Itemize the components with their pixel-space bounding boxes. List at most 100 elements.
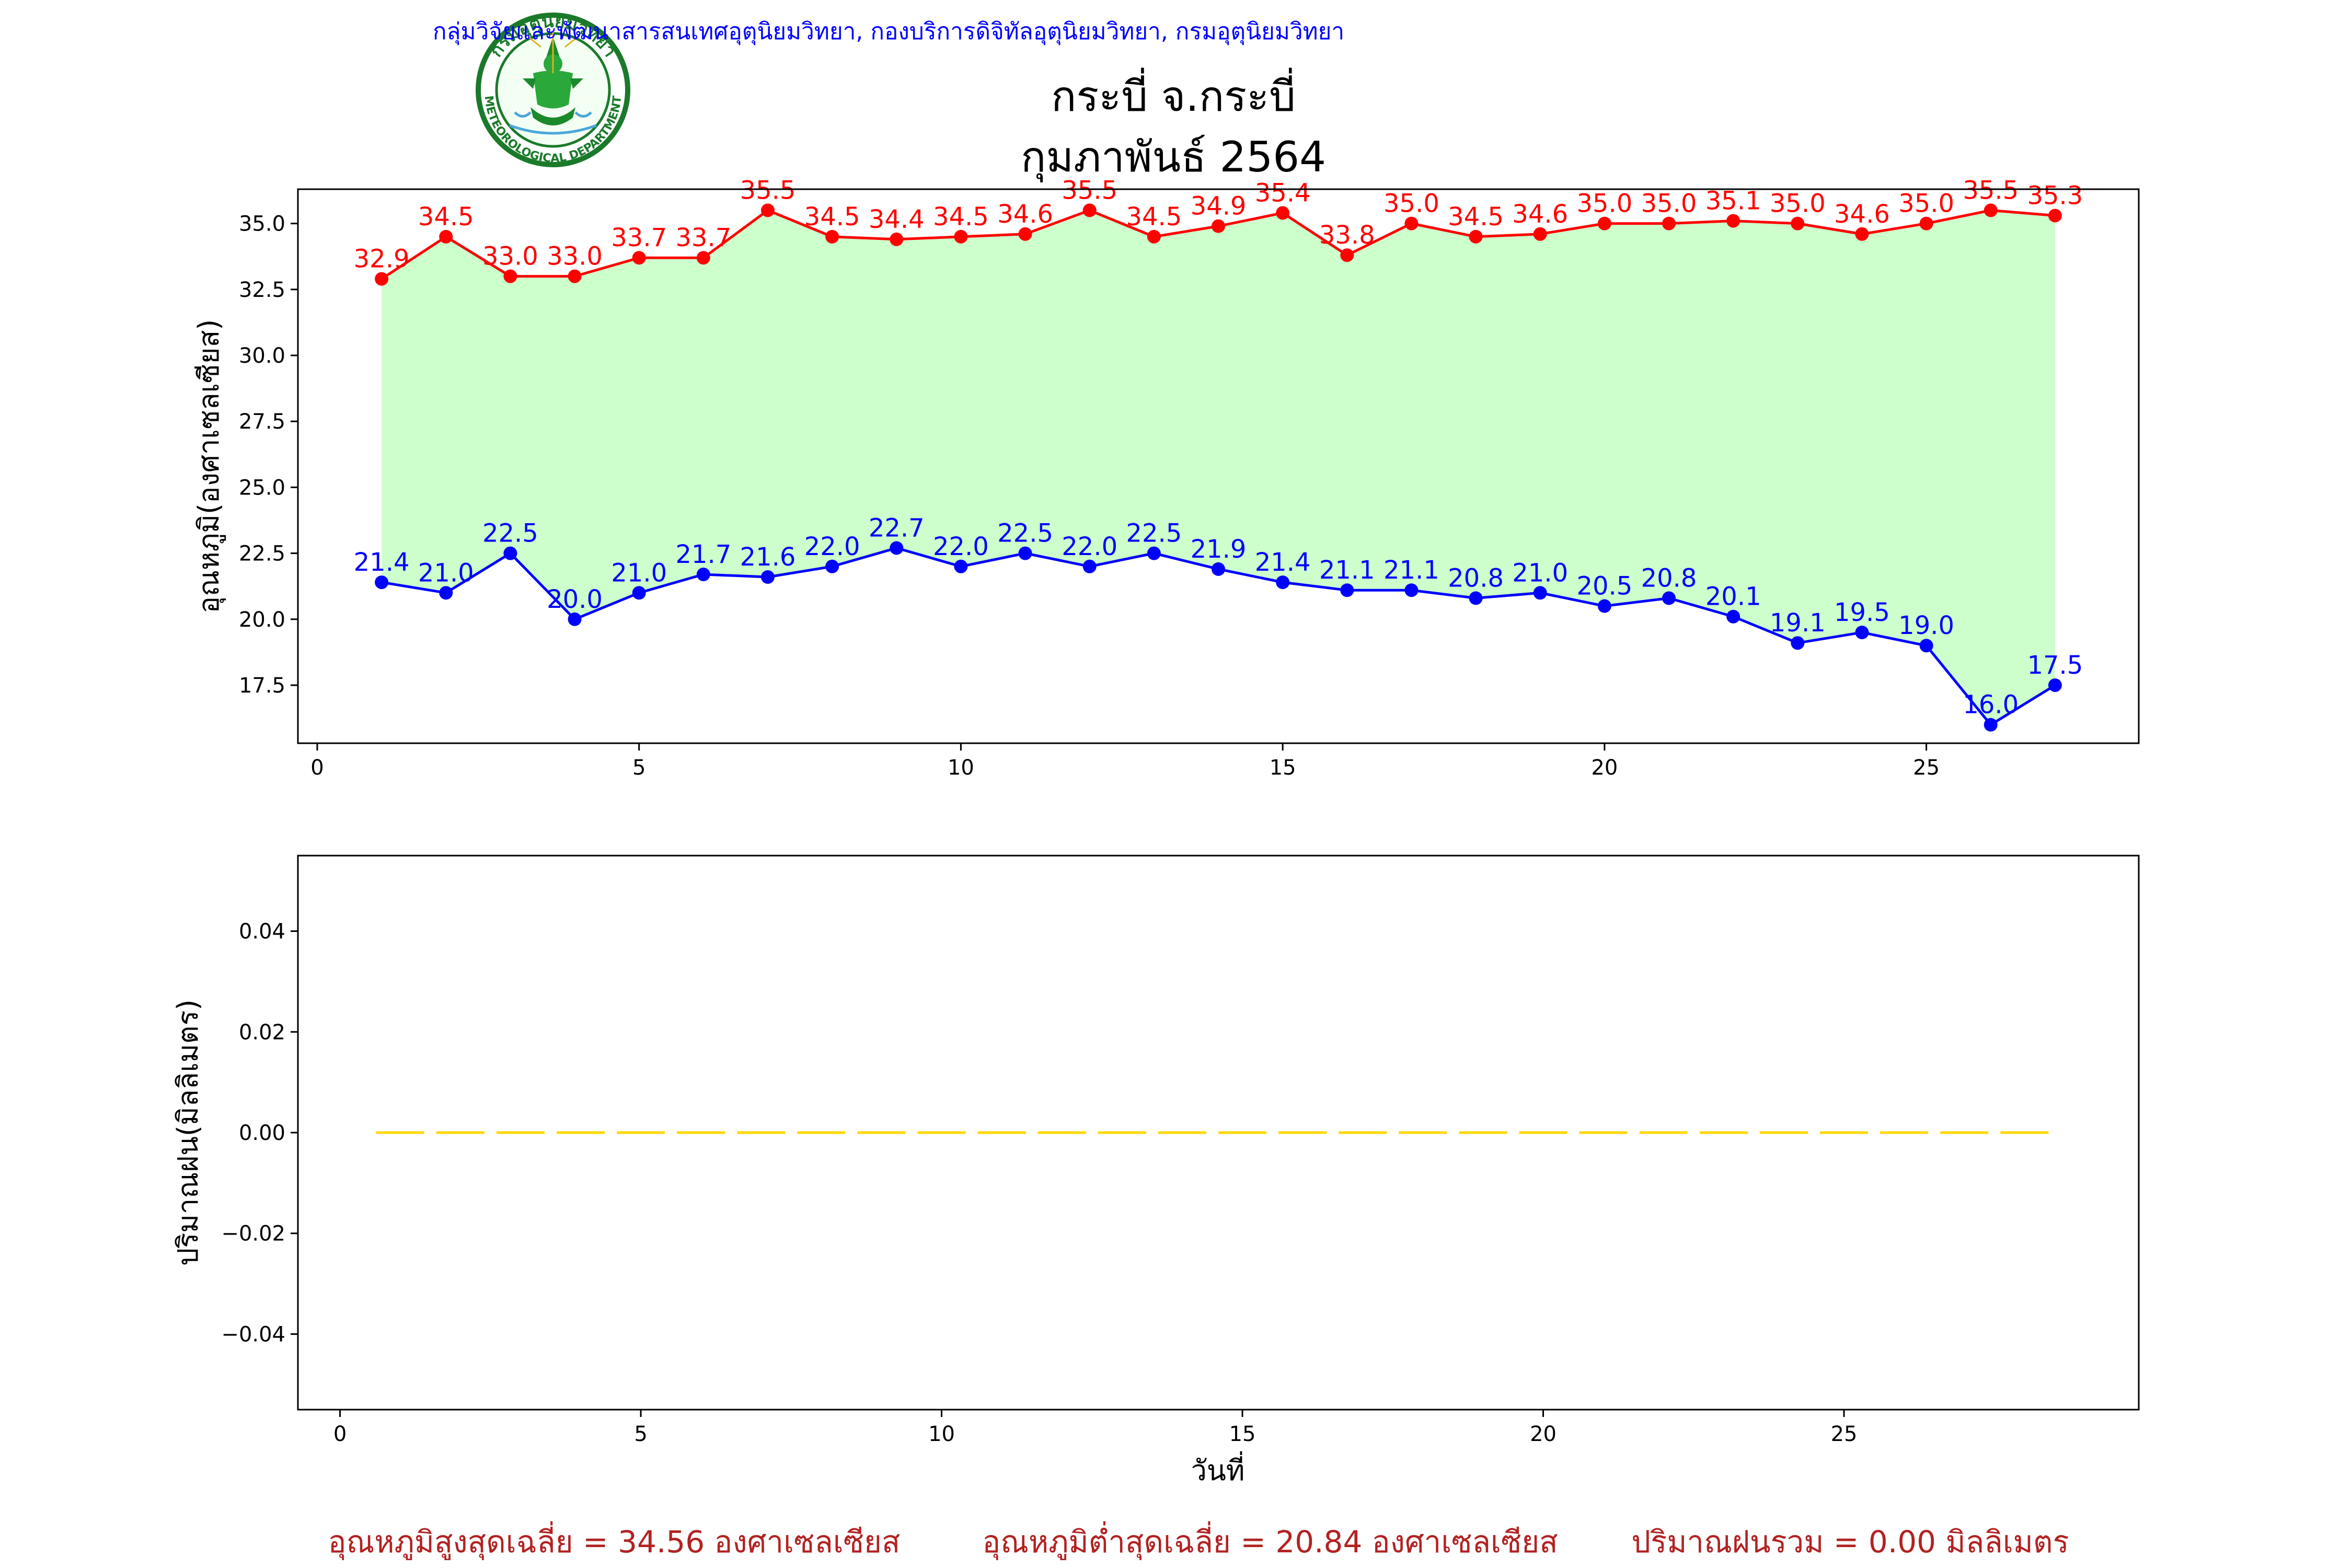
y-tick-label: 0.00 bbox=[239, 1121, 285, 1145]
min-temperature-value-label: 16.0 bbox=[1963, 690, 2019, 720]
max-temperature-value-label: 34.6 bbox=[1512, 200, 1568, 229]
min-temperature-value-label: 21.1 bbox=[1383, 556, 1439, 585]
max-temperature-value-label: 34.6 bbox=[997, 200, 1053, 229]
x-tick-label: 20 bbox=[1530, 1422, 1557, 1446]
max-temperature-value-label: 34.5 bbox=[804, 202, 860, 232]
y-tick-label: 20.0 bbox=[239, 608, 285, 632]
x-tick-label: 25 bbox=[1831, 1422, 1858, 1446]
average-max-temperature: อุณหภูมิสูงสุดเฉลี่ย = 34.56 องศาเซลเซีย… bbox=[328, 1521, 901, 1561]
day-axis-label: วันที่ bbox=[1191, 1451, 1245, 1487]
max-temperature-point bbox=[1855, 227, 1869, 241]
min-temperature-point bbox=[439, 586, 453, 600]
max-temperature-point bbox=[375, 272, 389, 286]
min-temperature-point bbox=[632, 586, 646, 600]
max-temperature-point bbox=[1597, 216, 1611, 230]
x-tick-label: 5 bbox=[634, 1422, 647, 1446]
y-tick-label: 0.02 bbox=[239, 1020, 285, 1044]
max-temperature-point bbox=[696, 251, 710, 265]
max-temperature-value-label: 34.4 bbox=[869, 205, 925, 234]
chart-title-month: กุมภาพันธ์ 2564 bbox=[1021, 133, 1326, 182]
max-temperature-value-label: 34.6 bbox=[1834, 200, 1890, 229]
max-temperature-value-label: 35.3 bbox=[2027, 181, 2083, 210]
min-temperature-value-label: 22.0 bbox=[933, 532, 989, 561]
max-temperature-value-label: 33.7 bbox=[611, 223, 667, 252]
min-temperature-value-label: 21.6 bbox=[740, 543, 796, 572]
max-temperature-value-label: 33.8 bbox=[1319, 221, 1375, 250]
min-temperature-value-label: 17.5 bbox=[2027, 651, 2083, 680]
max-temperature-point bbox=[1984, 203, 1998, 217]
min-temperature-point bbox=[1082, 559, 1097, 573]
temperature-plot: 32.9 34.5 33.0 33.0 33.7 33.7 35.5 34.5 34.4 34.5… bbox=[192, 176, 2140, 780]
x-tick-label: 20 bbox=[1591, 756, 1618, 780]
max-temperature-value-label: 35.1 bbox=[1705, 187, 1761, 216]
min-temperature-value-label: 22.5 bbox=[1126, 519, 1182, 548]
min-temperature-value-label: 19.1 bbox=[1770, 608, 1826, 638]
min-temperature-value-label: 22.7 bbox=[869, 513, 925, 543]
min-temperature-point bbox=[2048, 678, 2062, 692]
meteorological-department-logo: กรมอุตุนิยมวิทยา METEOROLOGICAL DEPARTME… bbox=[476, 11, 630, 167]
max-temperature-point bbox=[568, 269, 582, 283]
max-temperature-point bbox=[1018, 227, 1032, 241]
max-temperature-value-label: 35.5 bbox=[1963, 176, 2019, 205]
min-temperature-point bbox=[1404, 583, 1419, 597]
max-temperature-value-label: 33.7 bbox=[675, 223, 731, 252]
total-rainfall: ปริมาณฝนรวม = 0.00 มิลลิเมตร bbox=[1631, 1524, 2069, 1560]
min-temperature-value-label: 19.0 bbox=[1898, 611, 1954, 640]
max-temperature-point bbox=[439, 229, 453, 244]
min-temperature-point bbox=[503, 546, 517, 560]
max-temperature-value-label: 34.5 bbox=[1448, 202, 1504, 232]
min-temperature-value-label: 20.0 bbox=[547, 585, 603, 614]
max-temperature-point bbox=[1919, 216, 1933, 230]
max-temperature-value-label: 34.5 bbox=[1126, 202, 1182, 232]
min-temperature-value-label: 21.7 bbox=[675, 540, 731, 569]
min-temperature-value-label: 21.9 bbox=[1191, 535, 1247, 564]
chart-title-station: กระบี่ จ.กระบี่ bbox=[1051, 68, 1296, 121]
max-temperature-value-label: 35.0 bbox=[1576, 189, 1632, 218]
max-temperature-point bbox=[632, 251, 646, 265]
y-tick-label: 0.04 bbox=[239, 920, 285, 944]
min-temperature-point bbox=[1533, 586, 1547, 600]
min-temperature-value-label: 20.1 bbox=[1705, 582, 1761, 612]
min-temperature-value-label: 21.1 bbox=[1319, 556, 1375, 585]
rainfall-plot: 0 5 10 15 20 25 −0.04 −0.02 0.00 0.02 0.04 ปริมาณ… bbox=[171, 855, 2140, 1487]
max-temperature-point bbox=[954, 229, 968, 244]
min-temperature-value-label: 22.5 bbox=[482, 519, 538, 548]
min-temperature-value-label: 21.4 bbox=[354, 548, 410, 577]
max-temperature-value-label: 35.4 bbox=[1255, 178, 1311, 207]
min-temperature-value-label: 21.0 bbox=[1512, 558, 1568, 587]
x-tick-label: 0 bbox=[333, 1422, 347, 1446]
y-tick-label: 27.5 bbox=[239, 410, 285, 434]
min-temperature-value-label: 20.8 bbox=[1448, 563, 1504, 593]
min-temperature-point bbox=[1340, 583, 1354, 597]
min-temperature-point bbox=[890, 541, 904, 555]
max-temperature-value-label: 33.0 bbox=[482, 242, 538, 271]
max-temperature-value-label: 34.5 bbox=[418, 202, 474, 232]
max-temperature-point bbox=[1404, 216, 1419, 230]
max-temperature-point bbox=[1662, 216, 1676, 230]
min-temperature-point bbox=[375, 575, 389, 590]
y-tick-label: 17.5 bbox=[239, 674, 285, 698]
min-temperature-point bbox=[1212, 562, 1225, 576]
min-temperature-point bbox=[1791, 636, 1805, 650]
x-tick-label: 10 bbox=[928, 1422, 955, 1446]
max-temperature-point bbox=[890, 232, 904, 246]
min-temperature-point bbox=[696, 567, 710, 581]
organization-line: กลุ่มวิจัยและพัฒนาสารสนเทศอุตุนิยมวิทยา,… bbox=[433, 18, 1344, 45]
max-temperature-point bbox=[2048, 209, 2062, 223]
x-tick-label: 5 bbox=[632, 756, 645, 780]
max-temperature-value-label: 35.0 bbox=[1641, 189, 1697, 218]
min-temperature-value-label: 21.4 bbox=[1255, 548, 1311, 577]
min-temperature-value-label: 21.0 bbox=[611, 558, 667, 587]
min-temperature-point bbox=[1147, 546, 1161, 560]
max-temperature-value-label: 35.5 bbox=[1062, 176, 1117, 205]
min-temperature-point bbox=[1597, 599, 1611, 613]
max-temperature-value-label: 32.9 bbox=[354, 245, 410, 274]
y-tick-label: −0.02 bbox=[221, 1222, 285, 1246]
min-temperature-point bbox=[1276, 575, 1290, 590]
y-tick-label: −0.04 bbox=[221, 1322, 285, 1346]
min-temperature-point bbox=[1662, 591, 1676, 605]
max-temperature-point bbox=[825, 229, 839, 244]
min-temperature-point bbox=[760, 570, 775, 584]
x-tick-label: 15 bbox=[1229, 1422, 1256, 1446]
